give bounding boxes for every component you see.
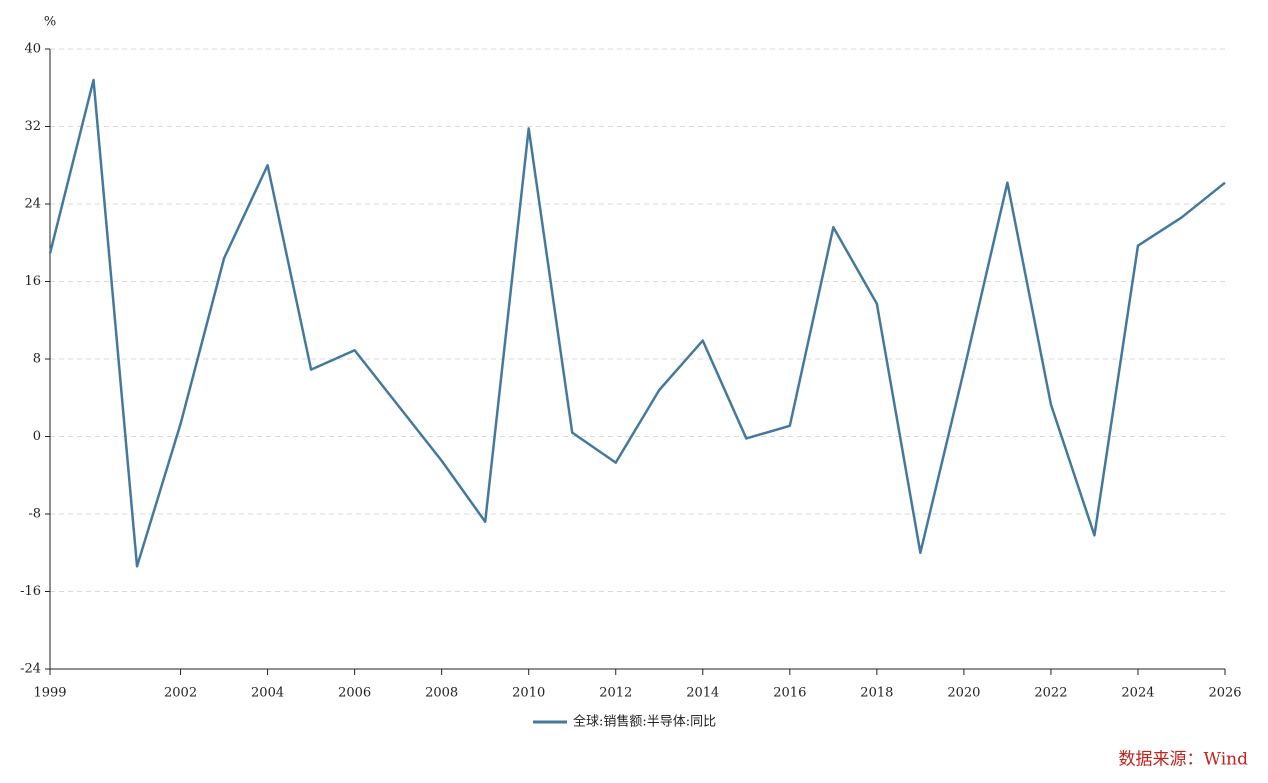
y-tick-label: 8 [33,352,41,367]
y-unit: % [44,15,56,30]
x-tick-label: 1999 [33,686,66,701]
y-tick-label: 40 [24,42,41,57]
x-tick-label: 2004 [251,686,284,701]
x-tick-label: 2022 [1034,686,1067,701]
x-tick-label: 2018 [860,686,893,701]
x-tick-label: 2020 [947,686,980,701]
x-tick-label: 2014 [686,686,719,701]
y-tick-label: 0 [33,429,41,444]
legend-label: 全球:销售额:半导体:同比 [573,714,716,730]
y-tick-label: -8 [28,507,41,522]
x-tick-label: 2008 [425,686,458,701]
y-tick-label: -24 [20,662,41,677]
y-tick-label: -16 [20,584,41,599]
x-tick-label: 2024 [1121,686,1154,701]
source-note: 数据来源：Wind [1119,750,1249,770]
y-tick-label: 24 [24,197,41,212]
data-line [48,78,1226,568]
x-tick-label: 2006 [338,686,371,701]
x-tick-label: 2016 [773,686,806,701]
x-tick-label: 2026 [1208,686,1241,701]
x-tick-label: 2012 [599,686,632,701]
x-tick-label: 2002 [164,686,197,701]
y-tick-label: 16 [24,274,41,289]
y-tick-label: 32 [24,119,41,134]
x-tick-label: 2010 [512,686,545,701]
